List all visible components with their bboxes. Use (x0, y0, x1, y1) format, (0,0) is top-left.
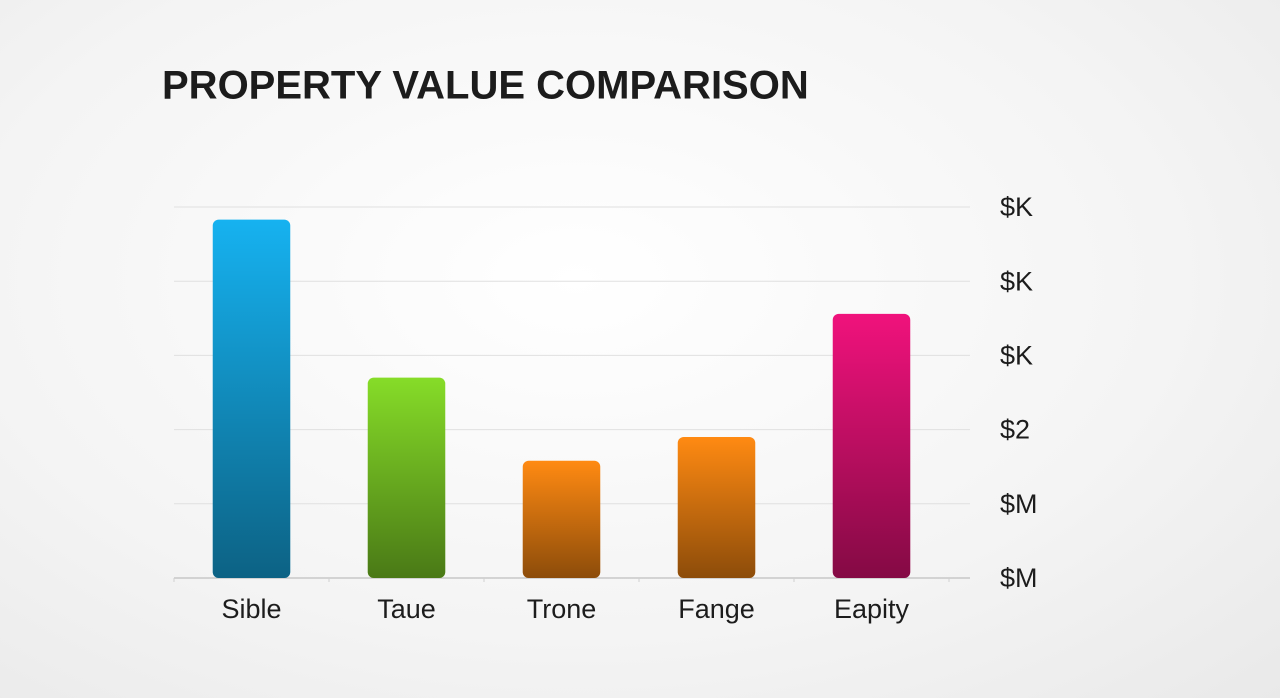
y-tick-label: $K (1000, 192, 1033, 222)
x-tick-label: Eapity (834, 594, 910, 624)
x-tick-label: Trone (527, 594, 597, 624)
y-tick-label: $2 (1000, 415, 1030, 445)
bar-shade (832, 313, 911, 578)
bar-shade (522, 460, 601, 578)
y-tick-label: $K (1000, 266, 1033, 296)
y-tick-label: $M (1000, 563, 1038, 593)
chart-title: PROPERTY VALUE COMPARISON (162, 64, 809, 108)
x-tick-label: Sible (221, 594, 281, 624)
bar-shade (677, 437, 756, 578)
y-tick-label: $K (1000, 341, 1033, 371)
y-tick-label: $M (1000, 489, 1038, 519)
bar-shade (367, 377, 446, 578)
x-tick-label: Fange (678, 594, 755, 624)
x-tick-label: Taue (377, 594, 436, 624)
bar-shade (212, 219, 291, 578)
